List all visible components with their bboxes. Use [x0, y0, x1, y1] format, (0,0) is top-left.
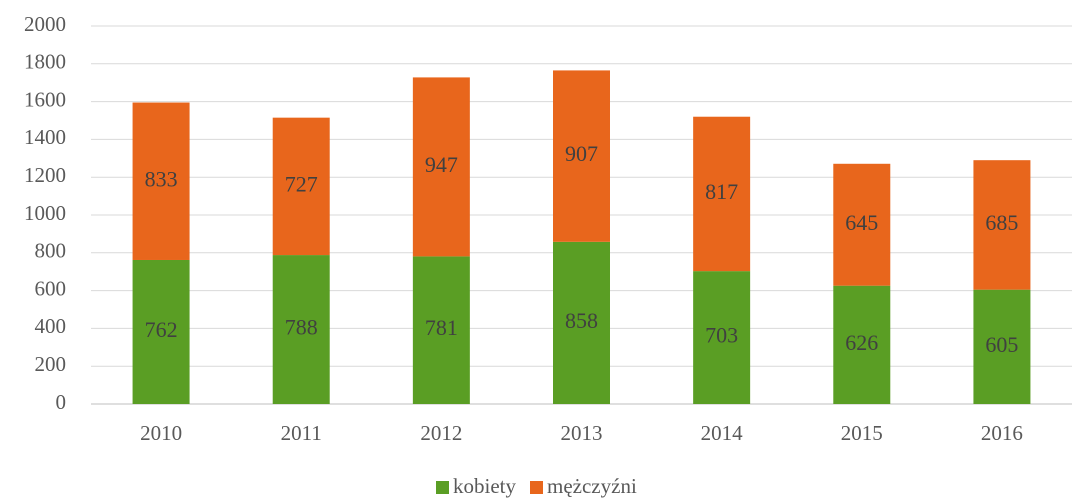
data-label: 788: [285, 315, 318, 340]
legend-label: kobiety: [453, 474, 516, 498]
data-label: 727: [285, 171, 318, 196]
y-tick-label: 800: [35, 239, 67, 263]
bar-segment: [553, 70, 610, 242]
y-tick-label: 1400: [24, 125, 66, 149]
x-tick-label: 2013: [561, 421, 603, 445]
legend-swatch: [530, 481, 543, 494]
bar-segment: [132, 102, 190, 260]
bar-segment: [272, 117, 330, 256]
x-tick-label: 2015: [841, 421, 883, 445]
bar-segment: [693, 116, 751, 272]
data-label: 685: [985, 210, 1018, 235]
data-label: 703: [705, 323, 738, 348]
y-tick-label: 600: [35, 276, 67, 300]
x-tick-label: 2012: [420, 421, 462, 445]
x-tick-label: 2014: [701, 421, 744, 445]
bar-segment: [833, 285, 891, 404]
y-tick-label: 1800: [24, 50, 66, 74]
y-tick-label: 1000: [24, 201, 66, 225]
x-tick-label: 2011: [281, 421, 322, 445]
x-tick-label: 2016: [981, 421, 1023, 445]
bar-segment: [132, 259, 190, 404]
data-label: 858: [565, 308, 598, 333]
y-tick-label: 0: [56, 390, 67, 414]
bar-segment: [693, 271, 751, 404]
bar-segment: [973, 160, 1031, 290]
bar-segment: [973, 289, 1031, 404]
x-tick-label: 2010: [140, 421, 182, 445]
bar-segment: [833, 163, 891, 286]
bar-segment: [412, 256, 470, 404]
y-tick-label: 200: [35, 352, 67, 376]
y-tick-label: 1600: [24, 87, 66, 111]
y-tick-label: 1200: [24, 163, 66, 187]
bar-segment: [272, 255, 330, 404]
data-label: 947: [425, 152, 458, 177]
data-label: 817: [705, 179, 738, 204]
data-label: 605: [985, 332, 1018, 357]
data-label: 781: [425, 315, 458, 340]
data-label: 626: [845, 330, 878, 355]
legend-label: mężczyźni: [547, 474, 637, 498]
bar-segment: [412, 77, 470, 257]
legend-swatch: [436, 481, 449, 494]
data-label: 833: [145, 166, 178, 191]
data-label: 645: [845, 210, 878, 235]
y-tick-label: 2000: [24, 12, 66, 36]
data-label: 907: [565, 141, 598, 166]
data-label: 762: [145, 317, 178, 342]
y-tick-label: 400: [35, 314, 67, 338]
bar-segment: [553, 241, 610, 404]
